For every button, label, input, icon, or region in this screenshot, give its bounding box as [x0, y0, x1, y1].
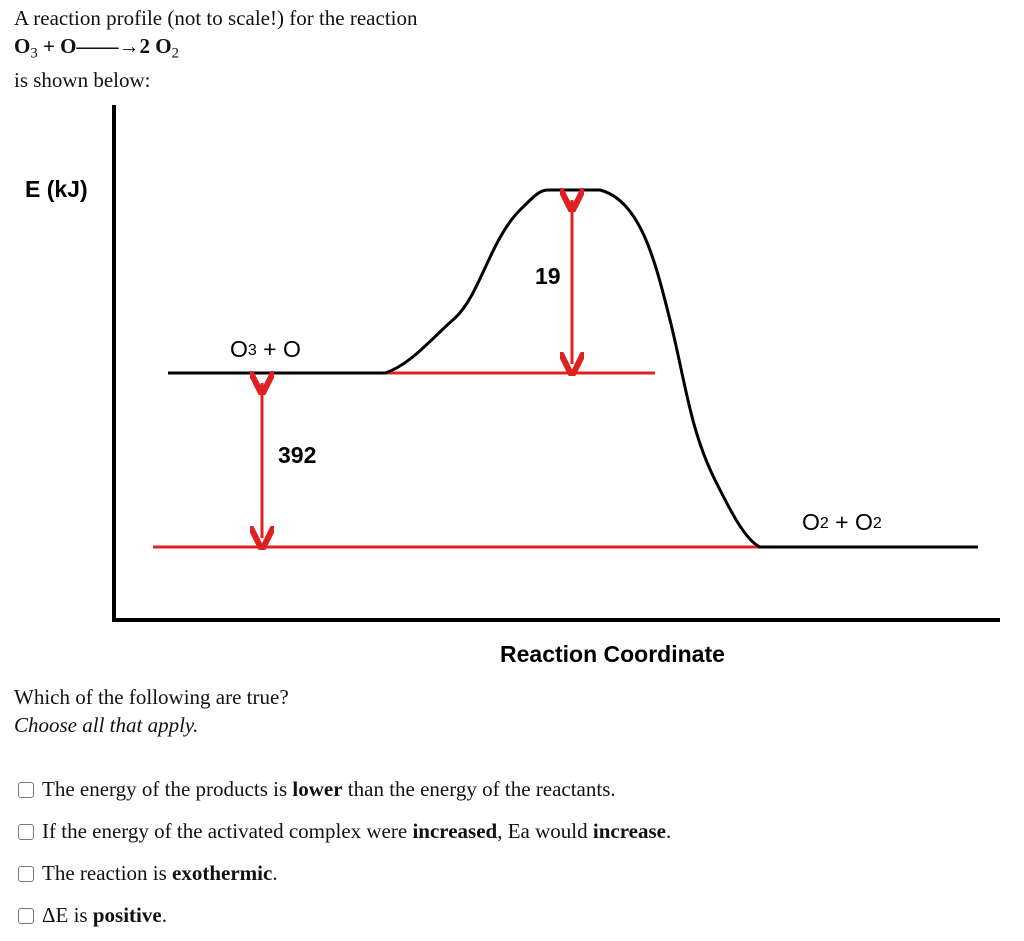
text-segment: than the energy of the reactants. [342, 777, 616, 801]
energy-curve [168, 188, 978, 549]
text-segment: 3 [30, 45, 38, 62]
option: The reaction is exothermic. [18, 861, 278, 886]
text-segment: O [802, 509, 820, 535]
reactants-label: O3 + O [230, 336, 301, 362]
checkbox[interactable] [18, 907, 34, 924]
equation: O3 + O——→2 O2 [14, 36, 179, 61]
text-segment: O [230, 336, 248, 362]
ea-label: 19 [535, 263, 561, 289]
text-segment: O [14, 34, 31, 58]
option-label: The reaction is exothermic. [42, 861, 278, 886]
text-segment: 2 [171, 45, 179, 62]
text-segment: . [161, 903, 167, 927]
text-segment: increased [412, 819, 498, 843]
checkbox[interactable] [18, 781, 34, 798]
checkbox[interactable] [18, 865, 34, 882]
option: If the energy of the activated complex w… [18, 819, 671, 844]
option-label: If the energy of the activated complex w… [42, 819, 671, 844]
text-segment: + O [257, 336, 301, 362]
text-segment: exothermic [172, 861, 273, 885]
text-segment: If the energy of the activated complex w… [42, 819, 413, 843]
text-segment: + O [829, 509, 873, 535]
checkbox[interactable] [18, 823, 34, 840]
text-segment: ΔE is [42, 903, 93, 927]
text-segment: positive [92, 903, 162, 927]
delta-label: 392 [278, 442, 316, 468]
text-segment: 2 [873, 515, 882, 532]
option: ΔE is positive. [18, 903, 167, 928]
text-segment: The energy of the products is [42, 777, 293, 801]
text-segment: 3 [248, 342, 257, 359]
intro-line: is shown below: [14, 68, 151, 92]
x-axis-label: Reaction Coordinate [500, 641, 725, 667]
text-segment: . [272, 861, 278, 885]
reaction-diagram: E (kJ) O3 + O 392 19 O2 + O2 Reaction Co… [25, 105, 1000, 667]
text-segment: + O——→2 O [37, 34, 172, 58]
products-label: O2 + O2 [802, 509, 882, 535]
option-label: The energy of the products is lower than… [42, 777, 616, 802]
text-segment: 2 [820, 515, 829, 532]
question-prompt: Which of the following are true? [14, 685, 289, 709]
intro-line: A reaction profile (not to scale!) for t… [14, 6, 418, 30]
option: The energy of the products is lower than… [18, 777, 616, 802]
question-instruction: Choose all that apply. [14, 713, 199, 737]
text-segment: . [665, 819, 672, 843]
text-segment: increase [592, 819, 666, 843]
text-segment: , Ea would [497, 819, 593, 843]
text-segment: The reaction is [42, 861, 173, 885]
y-axis-label: E (kJ) [25, 176, 88, 202]
text-segment: lower [292, 777, 343, 801]
option-label: ΔE is positive. [42, 903, 167, 928]
